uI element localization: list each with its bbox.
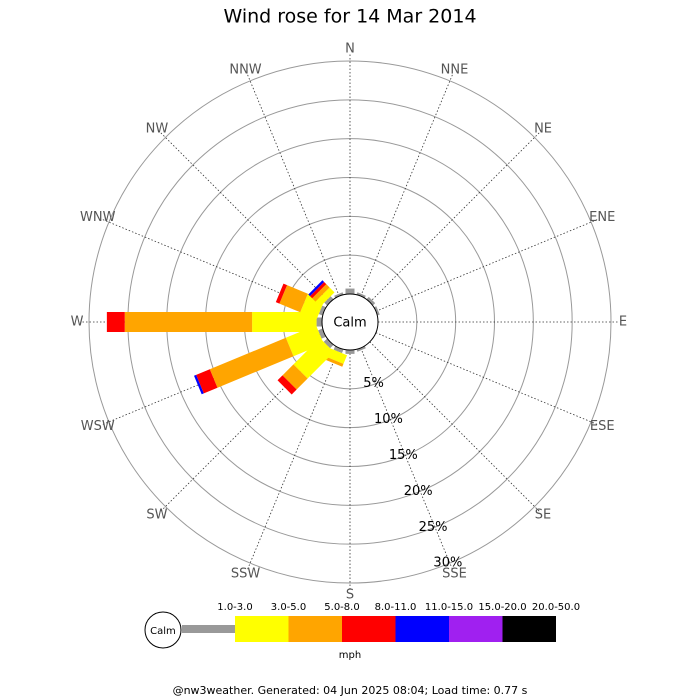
legend-label: 15.0-20.0 xyxy=(478,602,526,613)
legend-label: 11.0-15.0 xyxy=(425,602,473,613)
wind-bar xyxy=(312,284,330,302)
direction-label: SSW xyxy=(231,567,261,582)
wind-bar xyxy=(252,312,317,332)
direction-label: NW xyxy=(146,121,169,136)
direction-label: ENE xyxy=(589,210,615,225)
direction-spoke xyxy=(369,341,541,513)
wind-bar xyxy=(275,283,288,304)
chart-title: Wind rose for 14 Mar 2014 xyxy=(223,6,476,28)
direction-spoke xyxy=(246,347,340,571)
r-tick-label: 10% xyxy=(374,412,403,427)
wind-bar xyxy=(106,312,125,332)
legend-swatch xyxy=(342,616,396,642)
direction-label: S xyxy=(346,588,354,603)
wind-bar xyxy=(345,288,355,294)
bars xyxy=(106,280,380,395)
wind-bar xyxy=(194,374,204,395)
r-tick-label: 5% xyxy=(363,376,384,391)
r-tick-label: 20% xyxy=(404,484,433,499)
direction-spoke xyxy=(360,73,454,297)
direction-label: NNE xyxy=(441,62,469,77)
wind-bar xyxy=(318,328,326,339)
wind-bar xyxy=(277,375,297,395)
direction-label: SSE xyxy=(442,567,467,582)
wind-bar xyxy=(315,287,335,307)
wind-bar xyxy=(293,338,334,379)
direction-spoke xyxy=(360,347,454,571)
direction-label: SE xyxy=(535,508,551,523)
wind-bar xyxy=(308,280,325,297)
legend-label: 3.0-5.0 xyxy=(271,602,306,613)
legend-swatch xyxy=(395,616,449,642)
direction-spoke xyxy=(375,332,599,426)
r-tick-label: 25% xyxy=(419,520,448,535)
r-tick-label: 15% xyxy=(389,448,418,463)
direction-label: NE xyxy=(534,121,552,136)
wind-bar xyxy=(356,292,366,298)
wind-bar xyxy=(324,296,334,306)
direction-label: N xyxy=(345,42,355,57)
wind-bar xyxy=(285,325,324,357)
legend-swatch xyxy=(288,616,342,642)
wind-bar xyxy=(333,346,344,354)
direction-spoke xyxy=(159,341,331,513)
direction-label: WNW xyxy=(80,210,116,225)
direction-label: ESE xyxy=(590,419,615,434)
legend-label: 20.0-50.0 xyxy=(532,602,580,613)
wind-bar xyxy=(279,285,308,313)
wind-bar xyxy=(316,317,322,327)
calm-label: Calm xyxy=(333,316,366,331)
wind-bar xyxy=(334,292,344,298)
legend-swatch xyxy=(182,625,235,633)
legend-swatch xyxy=(235,616,289,642)
legend-unit: mph xyxy=(339,650,361,661)
legend-label: 8.0-11.0 xyxy=(375,602,417,613)
wind-bar xyxy=(196,369,218,394)
direction-spoke xyxy=(375,218,599,312)
legend-label: 5.0-8.0 xyxy=(324,602,359,613)
legend-calm-label: Calm xyxy=(150,626,176,637)
wind-bar xyxy=(366,296,376,306)
wind-bar xyxy=(124,312,253,332)
legend-label: 1.0-3.0 xyxy=(217,602,252,613)
wind-bar xyxy=(374,306,380,316)
direction-label: NNW xyxy=(229,62,261,77)
wind-bar xyxy=(209,337,294,388)
direction-label: E xyxy=(619,315,627,330)
wind-bar xyxy=(309,281,327,299)
direction-spoke xyxy=(101,218,325,312)
legend-calm xyxy=(144,611,182,649)
wind-bar xyxy=(318,305,326,316)
direction-spoke xyxy=(159,131,331,303)
direction-label: SW xyxy=(146,508,167,523)
direction-label: W xyxy=(71,315,84,330)
direction-spoke xyxy=(246,73,340,297)
wind-bar xyxy=(323,356,344,367)
wind-bar xyxy=(282,364,308,390)
footer: @nw3weather. Generated: 04 Jun 2025 08:0… xyxy=(173,684,528,697)
wind-bar xyxy=(356,346,366,352)
wind-bar xyxy=(323,338,334,349)
calm-circle xyxy=(321,293,379,351)
legend-swatch xyxy=(502,616,556,642)
grid-ring xyxy=(88,60,612,584)
direction-spoke xyxy=(369,131,541,303)
direction-label: WSW xyxy=(81,419,115,434)
legend-swatch xyxy=(449,616,503,642)
r-tick-label: 30% xyxy=(433,556,462,571)
wind-bar xyxy=(345,350,355,354)
